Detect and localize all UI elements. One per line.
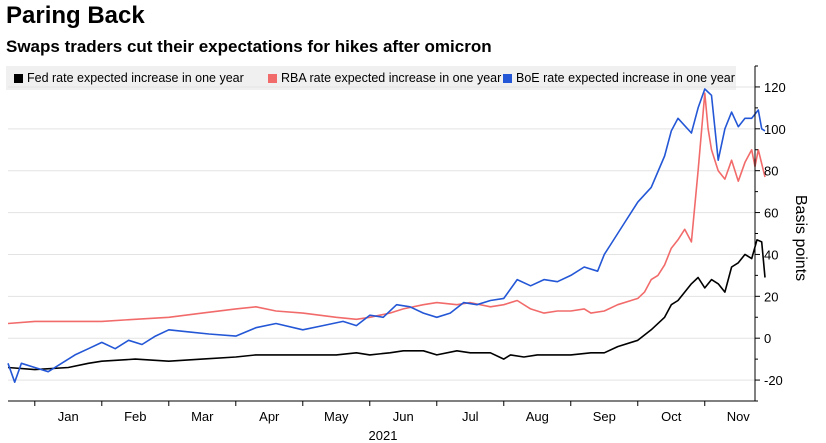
x-tick-label-may: May — [324, 409, 349, 424]
x-tick-label-aug: Aug — [526, 409, 549, 424]
legend-swatch-boe — [503, 74, 512, 83]
x-tick-label-jan: Jan — [58, 409, 79, 424]
x-tick-label-feb: Feb — [124, 409, 146, 424]
legend-item-boe: BoE rate expected increase in one year — [503, 71, 735, 85]
y-tick-label: 120 — [764, 80, 786, 95]
series-line-fed — [7, 239, 766, 371]
series-line-boe — [7, 88, 766, 383]
legend-item-rba: RBA rate expected increase in one year — [268, 71, 501, 85]
y-tick-label: 80 — [764, 164, 778, 179]
y-tick-label: 20 — [764, 289, 778, 304]
x-tick-label-apr: Apr — [259, 409, 280, 424]
chart-legend: Fed rate expected increase in one year R… — [6, 66, 736, 90]
chart-subtitle: Swaps traders cut their expectations for… — [6, 37, 492, 56]
series-line-rba — [7, 92, 766, 325]
x-tick-label-jul: Jul — [462, 409, 479, 424]
y-tick-label: 0 — [764, 331, 771, 346]
x-tick-label-mar: Mar — [191, 409, 214, 424]
axes: -20 0 20 40 60 80 100 120 Jan Feb Mar Apr May Jun Jul A… — [8, 65, 786, 424]
legend-label-boe: BoE rate expected increase in one year — [516, 71, 735, 85]
y-tick-label: 40 — [764, 247, 778, 262]
gridlines — [8, 86, 755, 381]
series-lines — [7, 88, 766, 383]
legend-swatch-rba — [268, 74, 277, 83]
y-tick-label: 100 — [764, 122, 786, 137]
chart-title: Paring Back — [6, 2, 145, 29]
x-tick-label-oct: Oct — [661, 409, 682, 424]
legend-label-fed: Fed rate expected increase in one year — [27, 71, 244, 85]
x-tick-label-sep: Sep — [593, 409, 616, 424]
y-axis-label: Basis points — [792, 195, 809, 281]
x-tick-label-nov: Nov — [727, 409, 751, 424]
x-axis-year-label: 2021 — [369, 428, 398, 443]
y-tick-label: -20 — [764, 373, 783, 388]
legend-swatch-fed — [14, 74, 23, 83]
legend-item-fed: Fed rate expected increase in one year — [14, 71, 244, 85]
x-tick-label-jun: Jun — [393, 409, 414, 424]
y-tick-label: 60 — [764, 206, 778, 221]
legend-label-rba: RBA rate expected increase in one year — [281, 71, 502, 85]
